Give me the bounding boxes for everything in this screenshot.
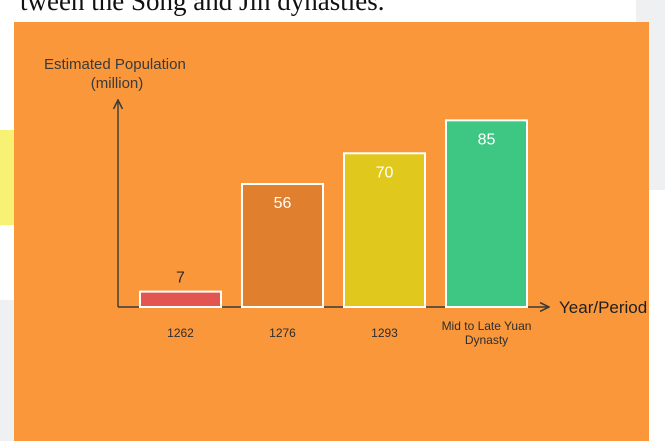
bar-1262 — [139, 290, 222, 308]
watermark-shape — [0, 300, 14, 441]
bar-value-label: 56 — [274, 195, 292, 212]
y-axis-label-line: (million) — [91, 75, 144, 92]
bar-group: 7 1262 56 1276 70 1293 85 Mid to Late Yuan Dynas… — [139, 119, 532, 347]
bar-value-label: 7 — [176, 270, 185, 287]
x-tick-label: 1262 — [167, 326, 194, 340]
x-tick-label: 1276 — [269, 326, 296, 340]
bar-mid-to-late-yuan-dynasty — [445, 119, 528, 309]
x-tick-label-line: Dynasty — [465, 333, 508, 347]
page-heading-fragment: tween the Song and Jin dynasties. — [20, 0, 385, 16]
x-tick-label: 1293 — [371, 326, 398, 340]
y-axis-label: Estimated Population (million) — [44, 56, 190, 92]
bar-value-label: 70 — [376, 164, 394, 181]
watermark-shape — [0, 130, 14, 225]
x-tick-label-line: Mid to Late Yuan — [442, 319, 532, 333]
bar-1293 — [343, 152, 426, 308]
y-axis-label-line: Estimated Population — [44, 56, 186, 73]
x-tick-label-line: 1276 — [269, 326, 296, 340]
x-tick-label: Mid to Late Yuan Dynasty — [442, 319, 532, 347]
x-axis-label: Year/Period — [559, 298, 647, 317]
x-tick-label-line: 1293 — [371, 326, 398, 340]
x-tick-label-line: 1262 — [167, 326, 194, 340]
bar-value-label: 85 — [478, 131, 496, 148]
chart-panel — [14, 22, 649, 441]
bar-1276 — [241, 183, 324, 308]
